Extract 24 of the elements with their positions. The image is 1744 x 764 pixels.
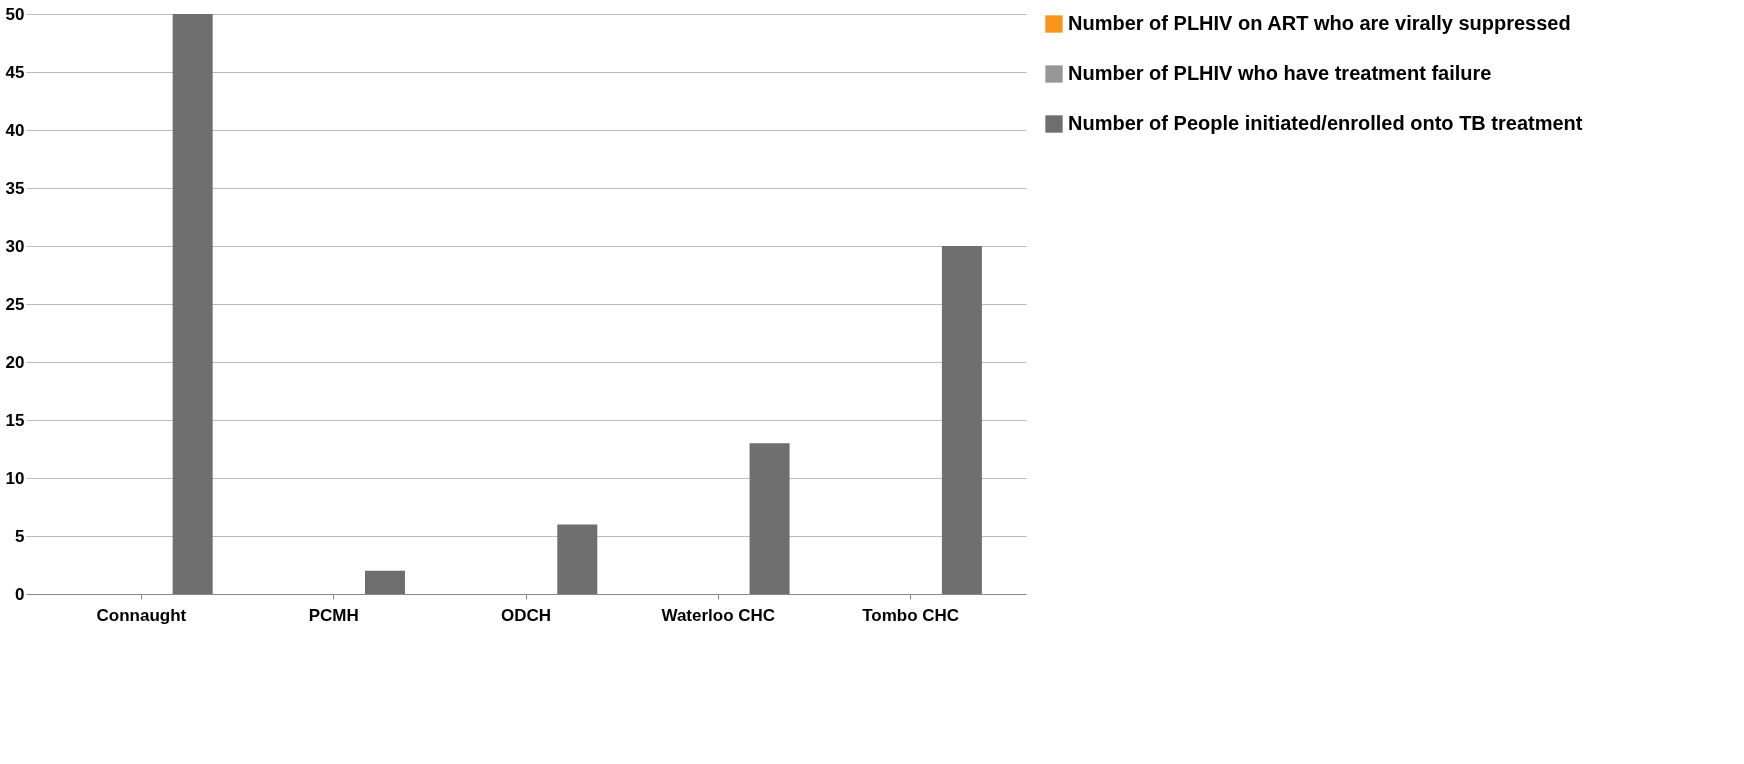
bar [941,246,982,594]
y-tick-label: 15 [5,410,25,430]
y-tick-label: 5 [15,526,25,546]
x-tick-label: Connaught [96,605,187,625]
bar [557,524,598,594]
bar [364,570,405,594]
legend-label: Number of People initiated/enrolled onto TB treatment [1068,112,1583,134]
legend-label: Number of PLHIV on ART who are virally suppressed [1068,12,1571,34]
x-tick-label: PCMH [308,605,359,625]
y-tick-label: 50 [5,4,25,24]
bar [172,14,213,594]
y-tick-label: 20 [5,352,25,372]
y-tick-label: 30 [5,236,25,256]
y-tick-label: 10 [5,468,25,488]
x-tick-label: ODCH [500,605,552,625]
y-tick-label: 40 [5,120,25,140]
y-tick-label: 45 [5,62,25,82]
x-tick-label: Tombo CHC [862,605,960,625]
y-tick-label: 35 [5,178,25,198]
y-tick-label: 25 [5,294,25,314]
legend-label: Number of PLHIV who have treatment failure [1068,62,1492,84]
bar [749,443,790,594]
y-tick-label: 0 [15,584,25,604]
x-tick-label: Waterloo CHC [661,605,776,625]
